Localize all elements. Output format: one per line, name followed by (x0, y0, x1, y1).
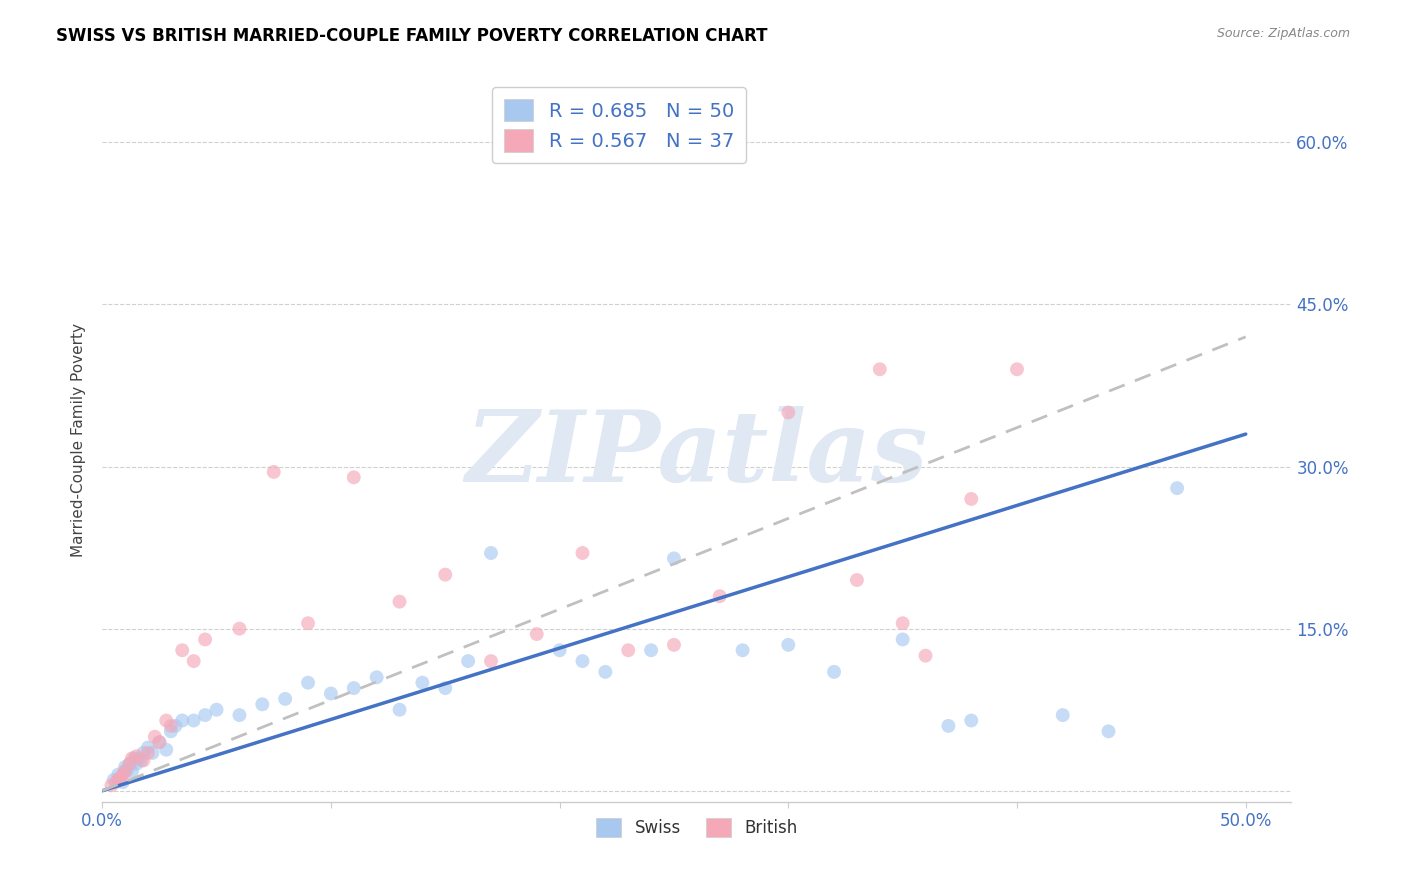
Point (662, 638, 685, 652)
Point (107, 767, 129, 781)
Point (297, 616, 319, 631)
Point (571, 546, 593, 560)
Text: Source: ZipAtlas.com: Source: ZipAtlas.com (1216, 27, 1350, 40)
Point (252, 698, 274, 712)
Point (103, 772, 125, 787)
Point (891, 616, 914, 631)
Point (526, 627, 548, 641)
Point (114, 760, 136, 774)
Point (457, 654, 479, 668)
Point (194, 632, 217, 647)
Point (731, 643, 754, 657)
Point (118, 756, 141, 771)
Point (159, 724, 181, 739)
Point (121, 764, 143, 779)
Point (194, 708, 217, 723)
Point (891, 632, 914, 647)
Point (571, 654, 593, 668)
Point (662, 551, 685, 566)
Point (183, 654, 205, 668)
Point (479, 546, 502, 560)
Point (938, 719, 960, 733)
Point (1097, 724, 1119, 739)
Point (104, 775, 127, 789)
Point (228, 622, 250, 636)
Point (366, 670, 388, 684)
Point (778, 638, 800, 652)
Point (110, 771, 132, 785)
Point (914, 648, 936, 663)
Point (141, 746, 163, 760)
Point (155, 742, 177, 756)
Point (823, 665, 845, 679)
Point (263, 465, 285, 479)
Point (159, 719, 181, 733)
Point (1005, 362, 1028, 376)
Point (411, 675, 433, 690)
Point (205, 703, 228, 717)
Point (148, 735, 170, 749)
Point (319, 686, 342, 700)
Point (640, 643, 662, 657)
Legend: Swiss, British: Swiss, British (589, 812, 804, 844)
Point (114, 764, 136, 779)
Point (388, 594, 411, 608)
Point (107, 772, 129, 787)
Text: SWISS VS BRITISH MARRIED-COUPLE FAMILY POVERTY CORRELATION CHART: SWISS VS BRITISH MARRIED-COUPLE FAMILY P… (56, 27, 768, 45)
Point (172, 714, 194, 728)
Point (172, 643, 194, 657)
Point (155, 714, 177, 728)
Point (122, 751, 145, 765)
Point (595, 665, 617, 679)
Point (548, 643, 571, 657)
Y-axis label: Married-Couple Family Poverty: Married-Couple Family Poverty (72, 323, 86, 557)
Point (117, 762, 139, 776)
Point (129, 754, 152, 768)
Point (125, 756, 148, 771)
Point (100, 778, 122, 792)
Point (343, 681, 366, 695)
Point (960, 491, 983, 506)
Point (128, 751, 150, 765)
Point (228, 708, 250, 723)
Point (388, 703, 411, 717)
Point (869, 362, 891, 376)
Point (479, 654, 502, 668)
Point (960, 714, 983, 728)
Point (143, 730, 166, 744)
Point (165, 719, 187, 733)
Point (274, 692, 297, 706)
Text: ZIPatlas: ZIPatlas (465, 406, 928, 502)
Point (183, 714, 205, 728)
Point (125, 749, 148, 764)
Point (845, 573, 868, 587)
Point (111, 767, 134, 781)
Point (1166, 481, 1188, 495)
Point (148, 735, 170, 749)
Point (709, 589, 731, 603)
Point (297, 675, 319, 690)
Point (136, 746, 159, 760)
Point (434, 567, 457, 582)
Point (118, 756, 141, 771)
Point (617, 643, 640, 657)
Point (132, 746, 155, 760)
Point (121, 751, 143, 765)
Point (132, 754, 155, 768)
Point (110, 771, 132, 785)
Point (343, 470, 366, 484)
Point (111, 775, 134, 789)
Point (778, 405, 800, 419)
Point (1052, 708, 1074, 723)
Point (114, 764, 136, 779)
Point (136, 740, 159, 755)
Point (434, 681, 457, 695)
